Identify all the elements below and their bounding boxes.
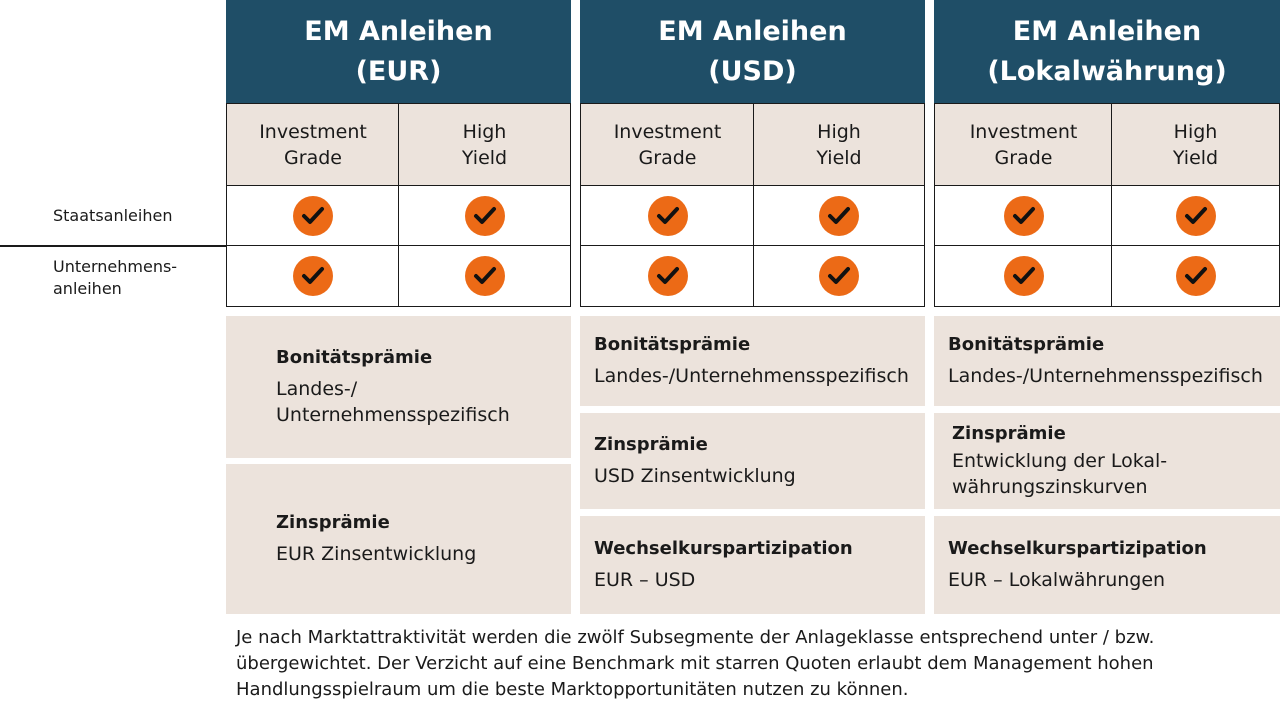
row-label-staatsanleihen: Staatsanleihen — [53, 206, 173, 225]
check-cell — [934, 185, 1113, 247]
info-zins-lokal: Zinsprämie Entwicklung der Lokal- währun… — [934, 413, 1280, 509]
row-label-line: anleihen — [53, 279, 122, 298]
footnote-line: Handlungsspielraum um die beste Marktopp… — [236, 679, 909, 700]
check-cell — [1111, 245, 1280, 307]
info-title: Zinsprämie — [276, 512, 390, 533]
footnote: Je nach Marktattraktivität werden die zw… — [236, 625, 1256, 703]
subheader-line: Yield — [461, 147, 508, 169]
info-bonitaet-lokal: Bonitätsprämie Landes-/Unternehmensspezi… — [934, 316, 1280, 406]
footnote-line: übergewichtet. Der Verzicht auf eine Ben… — [236, 653, 1154, 674]
info-text: währungszinskurven — [952, 476, 1148, 498]
checkmark-icon — [464, 196, 505, 236]
info-title: Zinsprämie — [952, 423, 1066, 444]
column-subtitle: (USD) — [708, 55, 797, 87]
info-text: Landes-/Unternehmensspezifisch — [594, 365, 909, 387]
column-header-usd: EM Anleihen (USD) — [580, 0, 925, 103]
subheader-line: Investment — [613, 121, 722, 143]
row-label-line: Unternehmens- — [53, 257, 178, 276]
column-title: EM Anleihen — [1012, 15, 1202, 47]
column-subtitle: (EUR) — [355, 55, 442, 87]
check-cell — [398, 185, 571, 247]
info-title: Zinsprämie — [594, 434, 708, 455]
row-label-unternehmensanleihen: Unternehmens- anleihen — [53, 256, 177, 300]
check-cell — [226, 245, 400, 307]
info-title: Wechselkurspartizipation — [594, 538, 853, 559]
column-title: EM Anleihen — [658, 15, 847, 47]
subheader-high-yield: High Yield — [398, 103, 571, 187]
subheader-line: Yield — [1172, 147, 1219, 169]
info-wechsel-lokal: Wechselkurspartizipation EUR – Lokalwähr… — [934, 516, 1280, 614]
subheader-line: High — [817, 121, 861, 143]
checkmark-icon — [293, 196, 333, 236]
info-text: EUR Zinsentwicklung — [276, 543, 477, 565]
column-header-eur: EM Anleihen (EUR) — [226, 0, 571, 103]
check-cell — [934, 245, 1113, 307]
checkmark-icon — [647, 256, 688, 296]
column-header-lokal: EM Anleihen (Lokalwährung) — [934, 0, 1280, 103]
info-text: Unternehmensspezifisch — [276, 404, 510, 426]
check-cell — [753, 185, 925, 247]
subheader-high-yield: High Yield — [1111, 103, 1280, 187]
info-text: USD Zinsentwicklung — [594, 465, 796, 487]
info-title: Bonitätsprämie — [948, 334, 1105, 355]
subheader-investment-grade: Investment Grade — [226, 103, 400, 187]
subheader-line: Investment — [969, 121, 1078, 143]
checkmark-icon — [1175, 256, 1216, 296]
info-title: Bonitätsprämie — [276, 347, 433, 368]
subheader-line: Yield — [816, 147, 862, 169]
info-zins-usd: Zinsprämie USD Zinsentwicklung — [580, 413, 925, 509]
checkmark-icon — [1175, 196, 1216, 236]
info-wechsel-usd: Wechselkurspartizipation EUR – USD — [580, 516, 925, 614]
subheader-line: High — [1173, 121, 1218, 143]
subheader-line: Grade — [994, 147, 1053, 169]
subheader-line: Investment — [259, 121, 367, 143]
check-cell — [753, 245, 925, 307]
checkmark-icon — [464, 256, 505, 296]
info-text: Entwicklung der Lokal- — [952, 450, 1168, 472]
subheader-investment-grade: Investment Grade — [580, 103, 755, 187]
info-text: Landes-/ — [276, 378, 358, 400]
check-cell — [398, 245, 571, 307]
checkmark-icon — [647, 196, 688, 236]
subheader-line: High — [462, 121, 507, 143]
info-text: EUR – USD — [594, 569, 696, 591]
info-text: EUR – Lokalwährungen — [948, 569, 1166, 591]
subheader-investment-grade: Investment Grade — [934, 103, 1113, 187]
checkmark-icon — [819, 196, 859, 236]
subheader-line: Grade — [284, 147, 342, 169]
checkmark-icon — [1003, 256, 1044, 296]
subheader-high-yield: High Yield — [753, 103, 925, 187]
info-bonitaet-eur: Bonitätsprämie Landes-/ Unternehmensspez… — [226, 316, 571, 458]
check-cell — [1111, 185, 1280, 247]
check-cell — [580, 245, 755, 307]
row-divider — [0, 245, 226, 247]
footnote-line: Je nach Marktattraktivität werden die zw… — [236, 627, 1155, 648]
checkmark-icon — [819, 256, 859, 296]
checkmark-icon — [1003, 196, 1044, 236]
column-subtitle: (Lokalwährung) — [987, 55, 1227, 87]
check-cell — [226, 185, 400, 247]
info-title: Bonitätsprämie — [594, 334, 751, 355]
info-title: Wechselkurspartizipation — [948, 538, 1207, 559]
checkmark-icon — [293, 256, 333, 296]
info-text: Landes-/Unternehmensspezifisch — [948, 365, 1263, 387]
info-bonitaet-usd: Bonitätsprämie Landes-/Unternehmensspezi… — [580, 316, 925, 406]
column-title: EM Anleihen — [304, 15, 493, 47]
check-cell — [580, 185, 755, 247]
subheader-line: Grade — [638, 147, 697, 169]
info-zins-eur: Zinsprämie EUR Zinsentwicklung — [226, 464, 571, 614]
